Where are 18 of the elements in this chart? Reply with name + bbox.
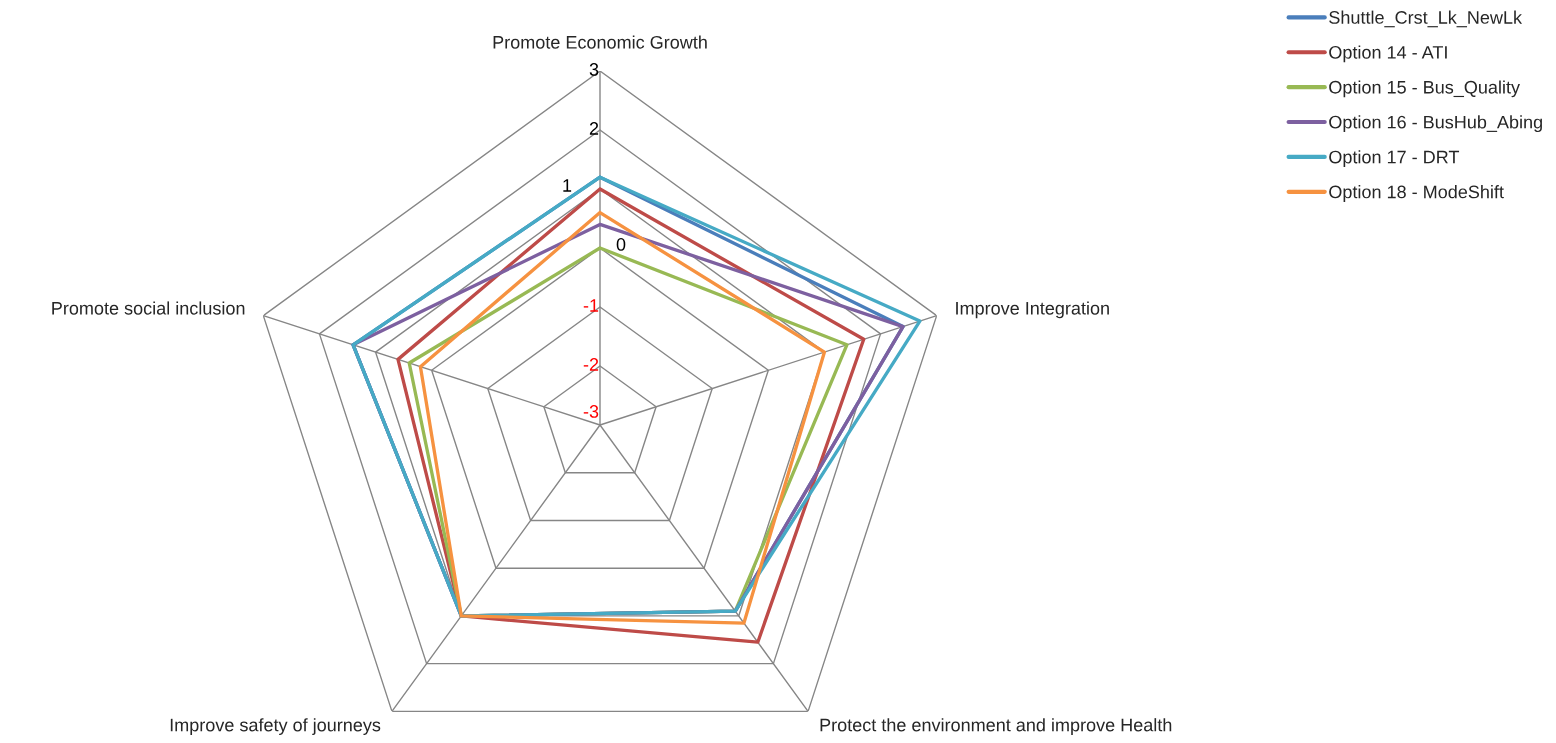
y-tick-label: 3 <box>589 63 599 76</box>
y-tick-label: 2 <box>589 122 599 135</box>
legend-label: Option 18 - ModeShift <box>1329 185 1504 202</box>
legend-label: Shuttle_Crst_Lk_NewLk <box>1329 10 1523 28</box>
spoke-label: Promote social inclusion <box>52 301 245 315</box>
y-tick-label: -1 <box>583 299 599 312</box>
spoke-label: Promote Economic Growth <box>493 35 707 49</box>
spoke-label: Protect the environment and improve Health <box>820 718 1172 735</box>
legend-label: Option 16 - BusHub_Abing <box>1329 115 1542 133</box>
legend-label: Option 17 - DRT <box>1329 150 1460 167</box>
spoke-label: Improve Integration <box>956 301 1109 319</box>
spoke-label: Improve safety of journeys <box>170 718 381 735</box>
y-tick-label: -3 <box>583 405 599 418</box>
y-tick-label: 1 <box>563 179 572 192</box>
legend-label: Option 14 - ATI <box>1329 45 1447 63</box>
y-tick-label: -2 <box>583 358 599 371</box>
legend-label: Option 15 - Bus_Quality <box>1329 80 1520 98</box>
y-tick-label: 0 <box>616 238 626 251</box>
